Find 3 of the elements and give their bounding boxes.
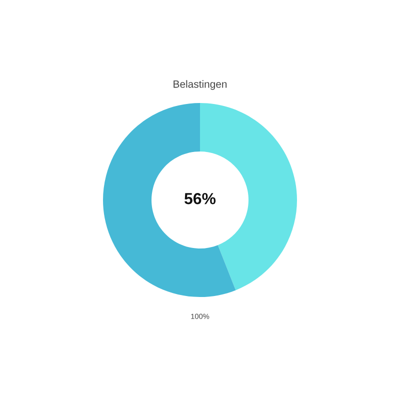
text: 56% [184, 192, 216, 204]
donut-slice [103, 103, 236, 297]
chart-title: Belastingen [174, 80, 227, 90]
